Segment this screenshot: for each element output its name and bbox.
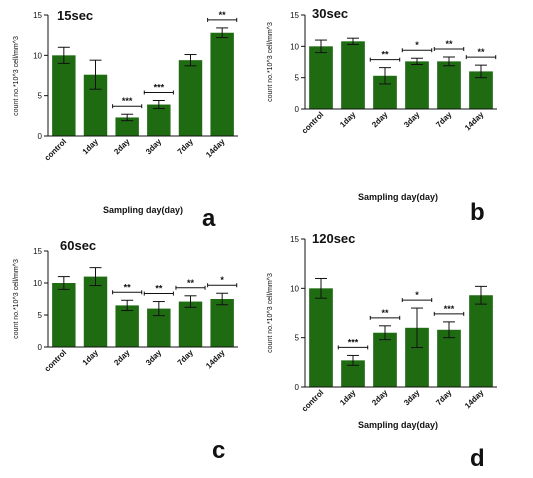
bar-2day [115,305,139,347]
chart-title: 60sec [60,238,96,253]
panel-letter: c [212,437,225,464]
y-tick-label: 0 [295,105,300,114]
x-tick-label: 3day [402,388,422,408]
bar-control [52,283,76,347]
x-tick-label: 7day [176,137,196,157]
x-tick-label: control [300,388,326,414]
significance-label: * [415,290,419,300]
panel-letter: a [202,205,216,232]
y-tick-label: 5 [38,92,43,101]
bar-7day [178,60,203,136]
significance-label: ** [445,39,453,49]
x-tick-label: 3day [402,110,422,130]
x-tick-label: 14day [463,388,486,411]
y-tick-label: 5 [295,334,300,343]
x-axis-label: Sampling day(day) [358,192,438,202]
x-tick-label: control [43,137,69,163]
y-tick-label: 10 [290,284,299,293]
y-tick-label: 10 [290,42,299,51]
panel-b: control 1day ** 2day * 3day ** 7day ** 14day 0 5 10 1… [267,6,497,226]
x-tick-label: 2day [112,137,132,157]
x-tick-label: control [300,110,326,136]
significance-label: ** [477,47,485,57]
panel-c: control 1day ** 2day ** 3day ** 7day * 14day 0 5 10 1… [13,238,238,464]
y-tick-label: 0 [38,132,43,141]
x-tick-label: 1day [338,388,358,408]
bar-14day [210,32,234,136]
bar-1day [341,360,365,387]
bar-3day [405,327,429,387]
bar-1day [341,41,365,109]
bar-14day [210,299,234,347]
y-axis-label: count no.*10^3 cell/mm^3 [267,22,274,102]
y-tick-label: 10 [33,279,42,288]
chart-title: 30sec [312,6,348,21]
bar-14day [469,295,493,387]
x-tick-label: 1day [81,348,101,368]
x-axis-label: Sampling day(day) [358,420,438,430]
bar-14day [469,71,493,109]
panel-a: control 1day *** 2day *** 3day 7day ** 14day 0 5 10… [13,8,238,232]
x-tick-label: 14day [204,137,227,160]
x-tick-label: 1day [81,137,101,157]
x-tick-label: 7day [434,388,454,408]
chart-title: 15sec [57,8,93,23]
significance-label: ** [124,282,132,292]
bar-2day [373,332,397,387]
bar-control [309,46,333,109]
significance-label: * [415,40,419,50]
significance-label: ** [381,308,389,318]
bar-1day [83,74,108,136]
x-tick-label: 2day [112,348,132,368]
y-tick-label: 15 [290,235,299,244]
significance-label: *** [122,96,133,106]
bar-7day [178,301,203,347]
x-tick-label: 2day [370,388,390,408]
significance-label: *** [444,304,455,314]
x-tick-label: 14day [463,110,486,133]
significance-label: *** [348,337,359,347]
bar-2day [115,117,139,136]
bar-1day [83,276,108,347]
x-tick-label: 1day [338,110,358,130]
significance-label: *** [154,83,165,93]
panel-letter: d [470,445,485,472]
significance-label: ** [155,284,163,294]
x-tick-label: 14day [204,348,227,371]
y-tick-label: 5 [295,74,300,83]
x-tick-label: control [43,348,69,374]
bar-7day [437,329,461,387]
y-tick-label: 10 [33,51,42,60]
bar-control [52,55,76,137]
significance-label: ** [219,10,227,20]
bar-7day [437,61,461,109]
y-tick-label: 5 [38,311,43,320]
significance-label: ** [187,278,195,288]
y-tick-label: 0 [295,383,300,392]
x-tick-label: 7day [176,348,196,368]
x-axis-label: Sampling day(day) [103,205,183,215]
x-tick-label: 3day [144,348,164,368]
y-axis-label: count no.*10^3 cell/mm^3 [13,259,20,339]
bar-3day [405,61,429,109]
chart-title: 120sec [312,231,355,246]
y-axis-label: count no.*10^3 cell/mm^3 [13,36,20,116]
x-tick-label: 3day [144,137,164,157]
y-tick-label: 15 [290,11,299,20]
y-tick-label: 15 [33,11,42,20]
bar-3day [147,308,171,347]
bar-3day [147,104,171,136]
y-tick-label: 15 [33,247,42,256]
panel-d: control *** 1day ** 2day * 3day *** 7day 14day 0 5 1… [267,231,497,472]
bar-control [309,288,333,387]
x-tick-label: 2day [370,110,390,130]
x-tick-label: 7day [434,110,454,130]
significance-label: * [220,275,224,285]
y-axis-label: count no.*10^3 cell/mm^3 [267,273,274,353]
significance-label: ** [381,50,389,60]
y-tick-label: 0 [38,343,43,352]
panel-letter: b [470,199,485,226]
